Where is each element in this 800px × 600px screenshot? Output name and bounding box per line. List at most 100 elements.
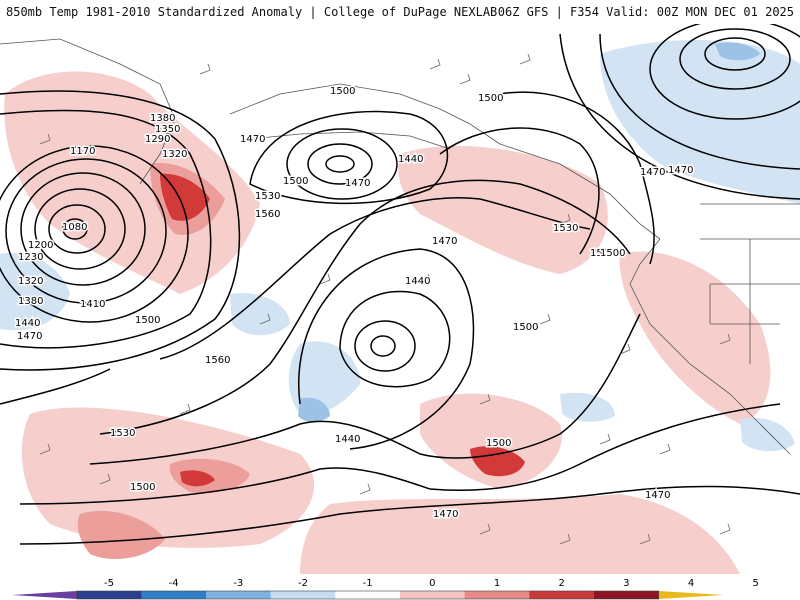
contour-label: 1500 — [283, 176, 308, 187]
map-title: 850mb Temp 1981-2010 Standardized Anomal… — [6, 5, 498, 19]
warm-anomaly-region — [77, 510, 165, 559]
contour-line — [0, 368, 111, 405]
model-run-info: 06Z GFS | F354 Valid: 00Z MON DEC 01 202… — [497, 5, 794, 19]
colorbar-tick-label: 3 — [623, 578, 629, 589]
header-bar: 850mb Temp 1981-2010 Standardized Anomal… — [0, 0, 800, 24]
colorbar-end-low — [12, 591, 77, 599]
cool-anomaly-region — [0, 253, 70, 331]
colorbar-swatch — [594, 591, 660, 599]
contour-label: 1230 — [18, 252, 43, 263]
contour-line — [89, 313, 641, 465]
coastline-canada — [499, 143, 661, 240]
colorbar-swatch — [76, 591, 142, 599]
cool-anomaly-region — [298, 397, 330, 422]
colorbar-swatch — [335, 591, 401, 599]
contour-line — [0, 90, 241, 371]
warm-anomaly-region — [300, 494, 740, 574]
contour-label: 1530 — [110, 428, 135, 439]
contour-label: 1410 — [80, 299, 105, 310]
contour-line — [339, 290, 451, 388]
contour-label: 1470 — [345, 178, 370, 189]
colorbar-tick-label: -5 — [104, 578, 114, 589]
colorbar-tick-label: 1 — [494, 578, 500, 589]
contour-line — [62, 218, 88, 240]
state-borders — [700, 203, 800, 364]
contour-line — [307, 143, 373, 185]
contour-label: 1560 — [255, 209, 280, 220]
contour-line — [19, 403, 781, 505]
contour-line — [439, 127, 600, 255]
height-contours — [0, 24, 800, 545]
warm-anomaly-region — [619, 251, 771, 424]
contour-labels: 1380135012901320117010801200123013201380… — [14, 85, 695, 522]
contour-label: 1530 — [255, 191, 280, 202]
contour-label: 1440 — [15, 318, 40, 329]
cool-anomaly-region — [715, 42, 760, 61]
contour-label: 1380 — [18, 296, 43, 307]
contour-label: 1470 — [240, 134, 265, 145]
anomaly-map: 1380135012901320117010801200123013201380… — [0, 24, 800, 574]
colorbar-swatch — [141, 591, 207, 599]
contour-line — [0, 145, 189, 323]
contour-label: 1200 — [28, 240, 53, 251]
contour-line — [704, 37, 766, 71]
colorbar-swatch — [400, 591, 466, 599]
cool-anomaly-region — [740, 417, 795, 452]
contour-label: 1530 — [553, 223, 578, 234]
colorbar-ticks: -5 -4 -3 -2 -1 0 1 2 3 4 5 — [104, 578, 759, 589]
cool-anomaly-region — [230, 293, 290, 336]
contour-line — [325, 155, 355, 173]
contour-line — [20, 172, 146, 286]
contour-line — [99, 179, 631, 435]
contour-line — [679, 28, 791, 90]
colorbar-swatch — [206, 591, 272, 599]
contour-label: 1470 — [433, 509, 458, 520]
warm-anomaly-region — [398, 145, 608, 274]
contour-label: 1500 — [135, 315, 160, 326]
contour-label: 1500 — [600, 248, 625, 259]
warm-anomaly-core — [180, 470, 215, 487]
contour-label: 1500 — [590, 248, 615, 259]
contour-label: 1380 — [150, 113, 175, 124]
colorbar: -5 -4 -3 -2 -1 0 1 2 3 4 5 — [12, 578, 759, 600]
contour-label: 1470 — [432, 236, 457, 247]
contour-label: 1320 — [18, 276, 43, 287]
contour-line — [19, 485, 800, 545]
contour-line — [34, 188, 126, 270]
contour-label: 1080 — [62, 222, 87, 233]
colorbar-tick-label: 2 — [558, 578, 564, 589]
coastline-asia — [0, 38, 176, 185]
contour-label: 1320 — [162, 149, 187, 160]
colorbar-tick-label: -3 — [233, 578, 243, 589]
contour-label: 1170 — [70, 146, 95, 157]
contour-label: 1350 — [155, 124, 180, 135]
colorbar-tick-label: 4 — [688, 578, 694, 589]
contour-label: 1440 — [335, 434, 360, 445]
cool-anomaly-region — [288, 341, 360, 415]
contour-line — [298, 248, 475, 450]
contour-line — [559, 33, 800, 200]
coastlines — [0, 38, 800, 455]
coastline-alaska — [229, 83, 501, 145]
contour-line — [0, 109, 212, 349]
contour-label: 1500 — [130, 482, 155, 493]
contour-label: 1470 — [668, 165, 693, 176]
warm-anomaly-core — [470, 446, 525, 477]
colorbar-outline — [76, 590, 659, 600]
colorbar-tick-label: 5 — [752, 578, 758, 589]
coastline-alaska-peninsula — [249, 131, 451, 150]
colorbar-tick-label: -2 — [298, 578, 308, 589]
contour-line — [159, 197, 591, 360]
cool-anomaly-region — [600, 40, 800, 204]
colorbar-tick-label: -1 — [363, 578, 373, 589]
contour-line — [354, 320, 416, 372]
wind-barb — [39, 53, 731, 545]
contour-label: 1560 — [205, 355, 230, 366]
colorbar-end-high — [658, 591, 724, 599]
colorbar-tick-label: 0 — [429, 578, 435, 589]
contour-line — [48, 204, 106, 254]
contour-label: 1470 — [17, 331, 42, 342]
colorbar-swatches — [12, 590, 724, 600]
contour-line — [5, 158, 167, 304]
